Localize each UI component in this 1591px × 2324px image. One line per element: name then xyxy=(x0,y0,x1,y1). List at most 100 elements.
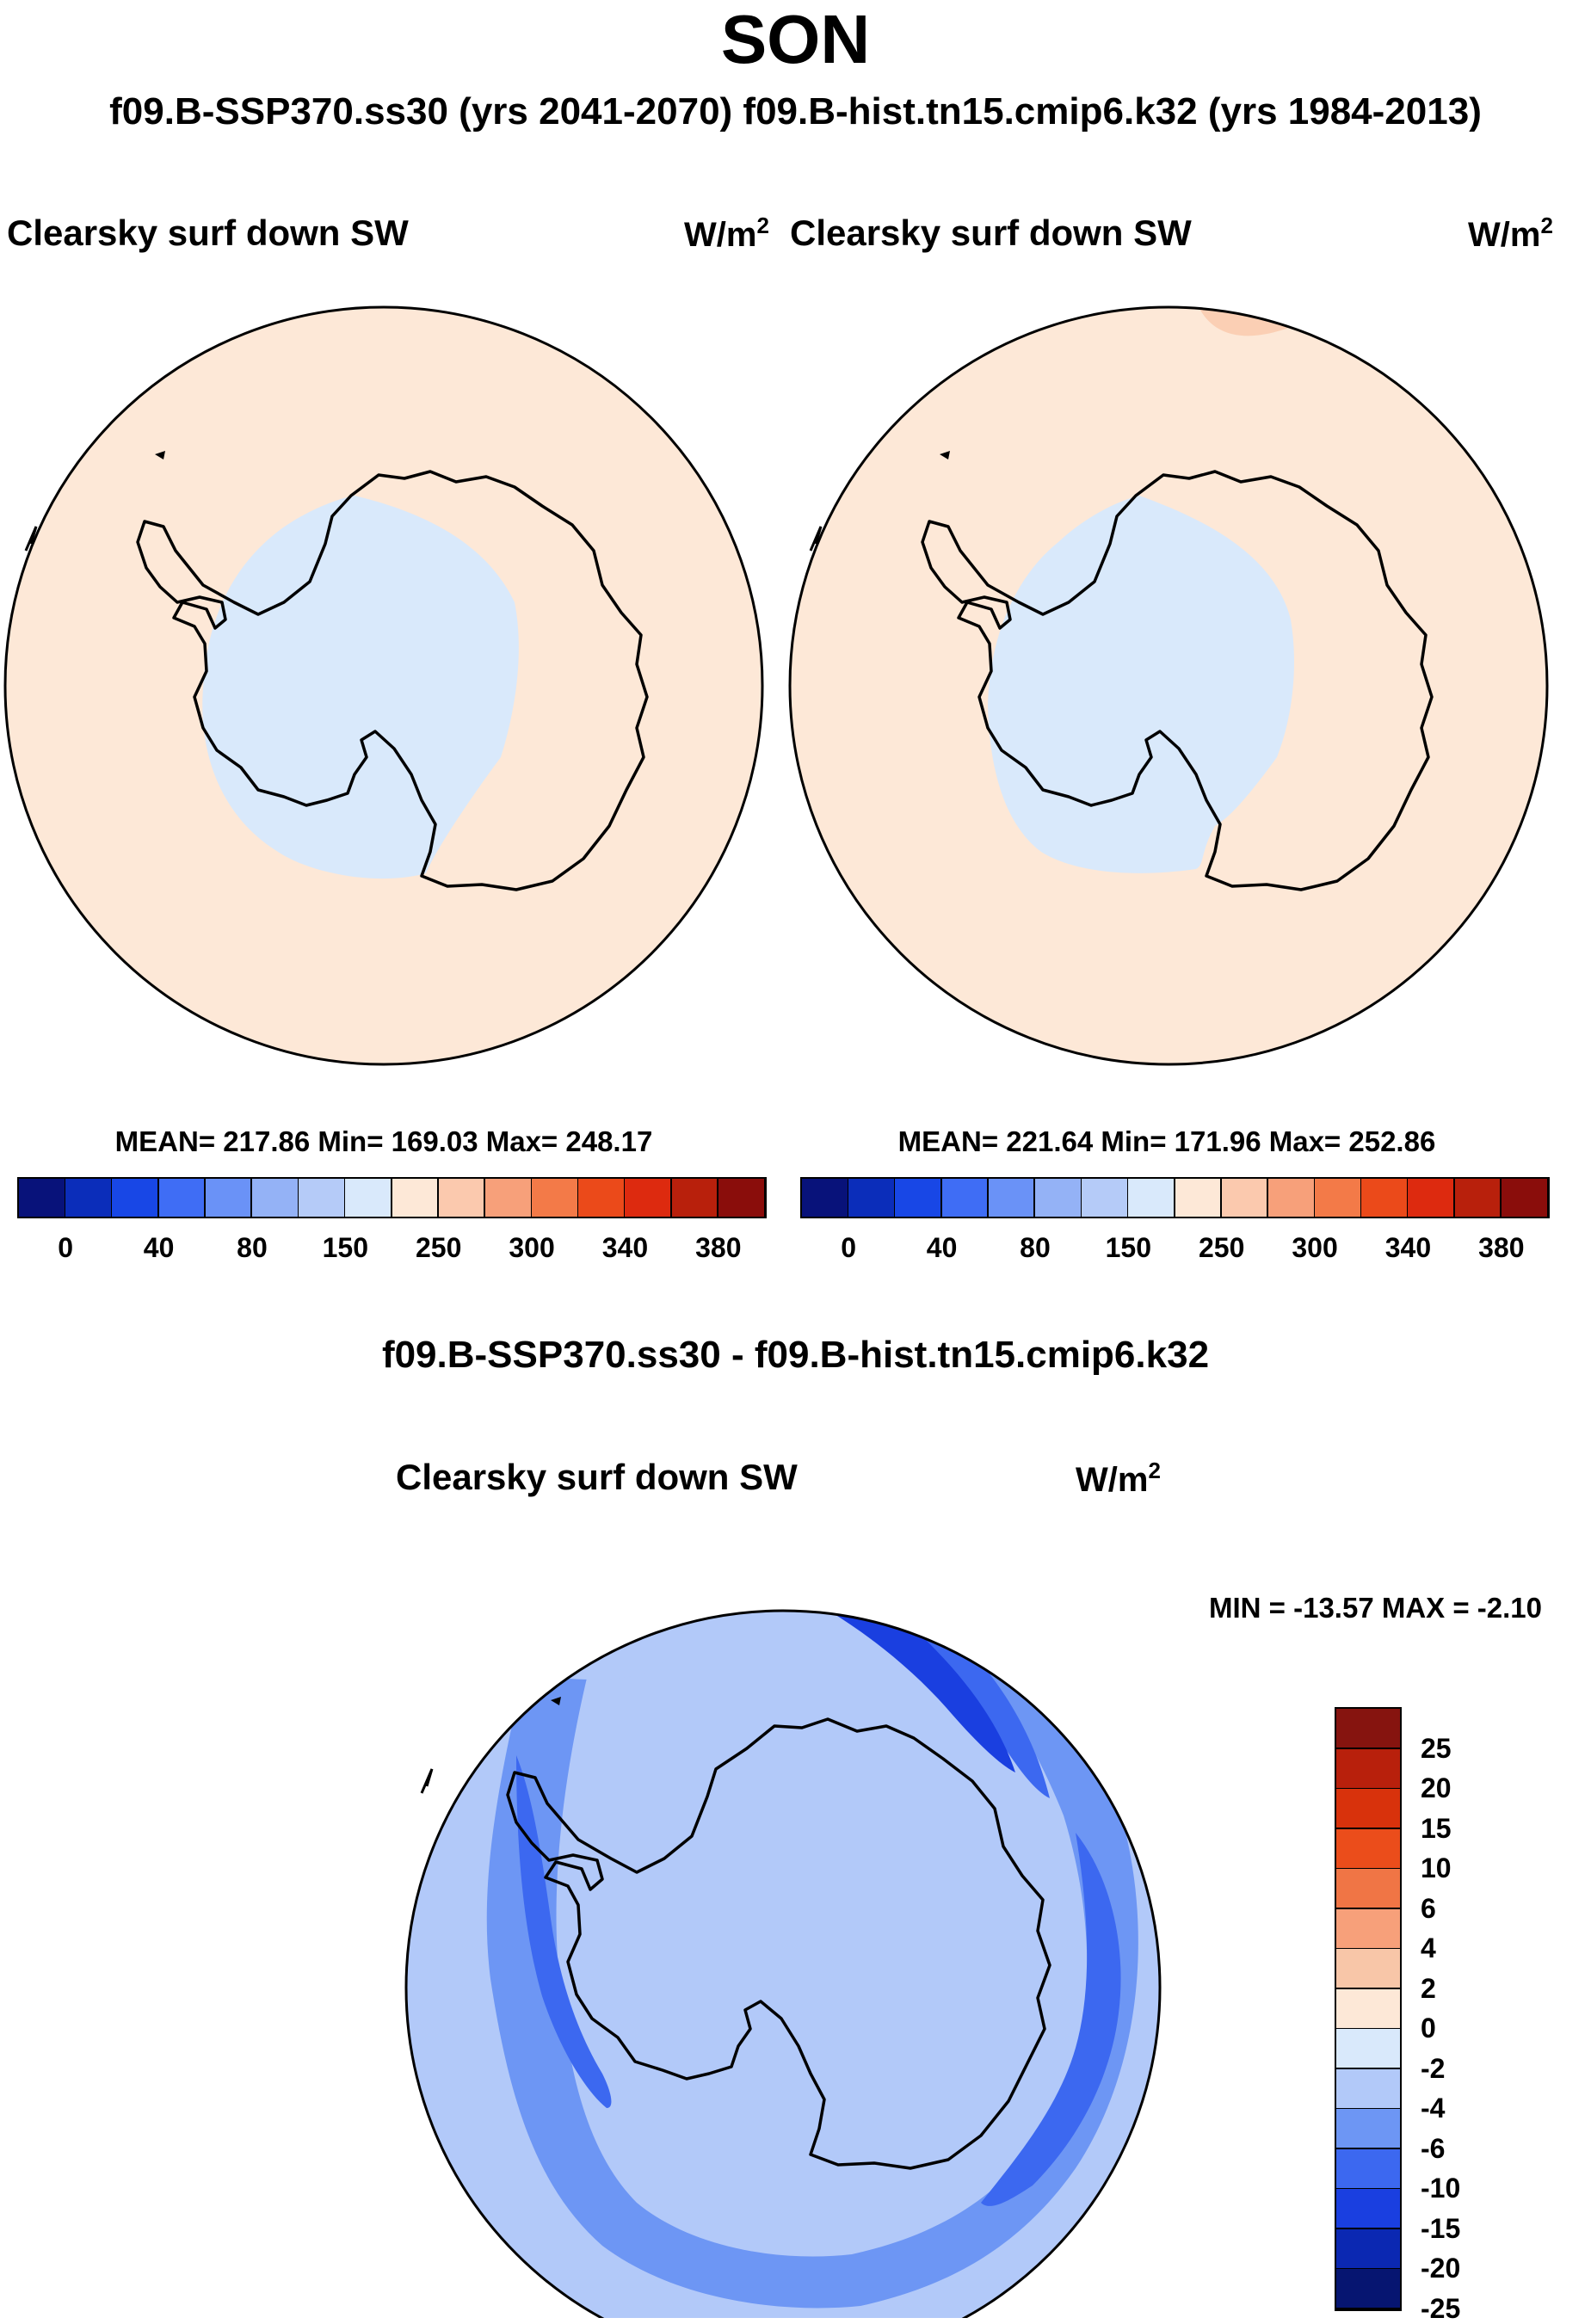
left-map-island xyxy=(155,451,165,459)
difference-colorbar-tick-label: 2 xyxy=(1421,1972,1436,2004)
right-stats: MEAN= 221.64 Min= 171.96 Max= 252.86 xyxy=(897,1125,1436,1157)
difference-map-border xyxy=(404,1609,1162,2318)
right-units: W/m2 xyxy=(1468,214,1553,254)
right-colorbar-swatch xyxy=(1175,1179,1223,1217)
difference-colorbar-swatch xyxy=(1336,2029,1400,2070)
difference-colorbar-swatch xyxy=(1336,1949,1400,1990)
right-colorbar-tick-label: 80 xyxy=(1020,1232,1051,1263)
left-units: W/m2 xyxy=(684,214,769,254)
difference-stats: MIN = -13.57 MAX = -2.10 xyxy=(1209,1592,1542,1624)
difference-colorbar-tick-label: 20 xyxy=(1421,1772,1452,1804)
difference-title: f09.B-SSP370.ss30 - f09.B-hist.tn15.cmip… xyxy=(381,1334,1210,1376)
left-colorbar-swatch xyxy=(65,1179,113,1217)
difference-colorbar-tick-label: -10 xyxy=(1421,2173,1461,2204)
difference-map-min-core xyxy=(800,1611,1015,1772)
right-map-island xyxy=(940,451,950,459)
left-colorbar-tick-label: 340 xyxy=(601,1232,649,1263)
difference-colorbar-tick-label: -20 xyxy=(1421,2253,1461,2284)
left-colorbar-swatch xyxy=(671,1179,719,1217)
right-colorbar-swatch xyxy=(1267,1179,1316,1217)
difference-units: W/m2 xyxy=(1076,1459,1161,1497)
difference-map-coast-fragment xyxy=(420,1768,434,1794)
left-colorbar-swatch xyxy=(625,1179,673,1217)
difference-variable-title: Clearsky surf down SW xyxy=(396,1457,798,1497)
difference-map-inner-field xyxy=(556,1611,1088,2257)
left-colorbar-swatch xyxy=(205,1179,253,1217)
left-variable-title: Clearsky surf down SW xyxy=(7,213,409,253)
difference-colorbar-swatch xyxy=(1336,2068,1400,2110)
difference-colorbar-swatch xyxy=(1336,1748,1400,1790)
left-units-base: W/m xyxy=(684,216,757,254)
right-map-lowvalue-region xyxy=(988,496,1295,873)
difference-colorbar-swatch xyxy=(1336,2269,1400,2310)
difference-colorbar-swatch xyxy=(1336,1789,1400,1830)
right-map-coast-fragment xyxy=(809,526,823,552)
difference-colorbar-swatch xyxy=(1336,2148,1400,2190)
right-colorbar-swatch xyxy=(1082,1179,1129,1217)
difference-colorbar-swatch xyxy=(1336,1988,1400,2030)
right-colorbar-swatch xyxy=(941,1179,990,1217)
right-colorbar-tick-label: 300 xyxy=(1292,1232,1338,1263)
difference-colorbar-tick-label: 25 xyxy=(1421,1732,1452,1764)
difference-colorbar-tick-label: 4 xyxy=(1421,1933,1436,1964)
right-units-base: W/m xyxy=(1468,216,1541,254)
right-colorbar-swatch xyxy=(1361,1179,1409,1217)
difference-colorbar-swatch xyxy=(1336,1869,1400,1910)
right-colorbar-swatch xyxy=(1501,1179,1549,1217)
left-map xyxy=(3,305,764,1066)
difference-colorbar-tick-label: 15 xyxy=(1421,1812,1452,1844)
right-colorbar-tick-label: 340 xyxy=(1384,1232,1432,1263)
right-colorbar-swatch xyxy=(802,1179,849,1217)
right-colorbar-tick-label: 150 xyxy=(1105,1232,1152,1263)
left-colorbar-tick-label: 380 xyxy=(695,1232,742,1263)
difference-colorbar xyxy=(1335,1707,1402,2311)
right-colorbar-swatch xyxy=(848,1179,896,1217)
figure-title: SON xyxy=(720,1,871,77)
left-colorbar-swatch xyxy=(158,1179,207,1217)
right-colorbar-tick-label: 380 xyxy=(1478,1232,1525,1263)
difference-colorbar-swatch xyxy=(1336,1908,1400,1950)
left-colorbar-tick-label: 250 xyxy=(415,1232,462,1263)
left-colorbar-swatch xyxy=(112,1179,160,1217)
difference-map-island xyxy=(551,1697,561,1705)
left-stats: MEAN= 217.86 Min= 169.03 Max= 248.17 xyxy=(114,1125,653,1157)
difference-colorbar-tick-label: 6 xyxy=(1421,1892,1436,1924)
right-colorbar-swatch xyxy=(1315,1179,1362,1217)
difference-map-strong-band-east xyxy=(981,1833,1121,2206)
right-colorbar-swatch xyxy=(895,1179,943,1217)
left-colorbar-swatch xyxy=(718,1179,766,1217)
right-units-exponent: 2 xyxy=(1540,213,1553,238)
left-colorbar-swatch xyxy=(19,1179,66,1217)
right-colorbar-swatch xyxy=(1408,1179,1456,1217)
right-map xyxy=(788,305,1549,1066)
left-units-exponent: 2 xyxy=(756,213,769,238)
difference-colorbar-tick-label: 10 xyxy=(1421,1852,1452,1884)
difference-colorbar-swatch xyxy=(1336,1828,1400,1870)
right-colorbar-tick-label: 250 xyxy=(1198,1232,1245,1263)
difference-colorbar-tick-label: -15 xyxy=(1421,2212,1461,2244)
left-colorbar-swatch xyxy=(578,1179,626,1217)
left-colorbar-swatch xyxy=(484,1179,533,1217)
difference-colorbar-tick-label: -2 xyxy=(1421,2052,1446,2084)
right-variable-title: Clearsky surf down SW xyxy=(790,213,1192,253)
left-colorbar-swatch xyxy=(299,1179,346,1217)
right-colorbar-tick-label: 40 xyxy=(926,1232,958,1263)
left-map-coast-fragment xyxy=(24,526,38,552)
difference-colorbar-tick-label: 0 xyxy=(1421,2013,1436,2044)
figure-subtitle: f09.B-SSP370.ss30 (yrs 2041-2070) f09.B-… xyxy=(109,90,1482,133)
right-colorbar-swatch xyxy=(1454,1179,1502,1217)
right-map-border xyxy=(788,305,1549,1066)
left-map-lowvalue-region xyxy=(202,496,519,879)
difference-units-exponent: 2 xyxy=(1148,1458,1161,1483)
left-colorbar-swatch xyxy=(251,1179,299,1217)
difference-colorbar-tick-label: -25 xyxy=(1421,2293,1461,2324)
right-colorbar-tick-label: 0 xyxy=(841,1232,857,1263)
left-colorbar-swatch xyxy=(438,1179,486,1217)
difference-map xyxy=(404,1609,1162,2318)
left-colorbar-tick-label: 300 xyxy=(509,1232,555,1263)
difference-map-strong-band-west xyxy=(516,1755,612,2108)
difference-colorbar-swatch xyxy=(1336,2109,1400,2150)
left-colorbar-swatch xyxy=(532,1179,579,1217)
left-colorbar-tick-label: 0 xyxy=(58,1232,74,1263)
